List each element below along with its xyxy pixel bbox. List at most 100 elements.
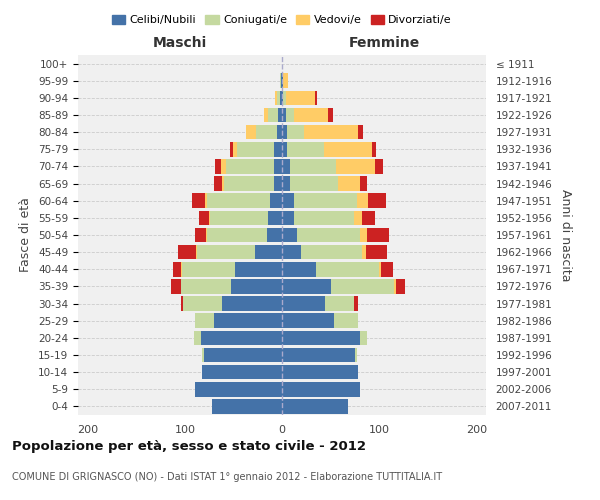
Bar (271, 194, 282, 208)
Bar (197, 245, 255, 260)
Bar (282, 142, 287, 156)
Bar (373, 142, 376, 156)
Bar (283, 74, 288, 88)
Bar (274, 159, 282, 174)
Bar (282, 159, 290, 174)
Bar (238, 142, 274, 156)
Bar (224, 176, 274, 191)
Bar (282, 279, 331, 293)
Bar (282, 314, 334, 328)
Bar (171, 279, 181, 293)
Bar (328, 108, 332, 122)
Bar (230, 142, 233, 156)
Bar (365, 245, 387, 260)
Text: Maschi: Maschi (153, 36, 207, 50)
Bar (277, 125, 282, 140)
Bar (360, 176, 367, 191)
Bar (202, 365, 282, 380)
Bar (202, 330, 282, 345)
Bar (268, 108, 278, 122)
Bar (354, 296, 358, 311)
Bar (280, 90, 282, 105)
Bar (286, 108, 293, 122)
Bar (173, 262, 181, 276)
Bar (194, 330, 202, 345)
Bar (202, 348, 204, 362)
Bar (210, 210, 268, 225)
Bar (286, 90, 315, 105)
Bar (181, 262, 182, 276)
Bar (368, 194, 386, 208)
Bar (183, 296, 222, 311)
Bar (222, 296, 282, 311)
Bar (282, 176, 290, 191)
Bar (324, 142, 373, 156)
Bar (221, 159, 226, 174)
Bar (375, 159, 383, 174)
Bar (255, 245, 282, 260)
Y-axis label: Anni di nascita: Anni di nascita (559, 188, 572, 281)
Bar (282, 90, 283, 105)
Bar (282, 330, 360, 345)
Text: COMUNE DI GRIGNASCO (NO) - Dati ISTAT 1° gennaio 2012 - Elaborazione TUTTITALIA.: COMUNE DI GRIGNASCO (NO) - Dati ISTAT 1°… (12, 472, 442, 482)
Bar (331, 279, 394, 293)
Bar (287, 142, 324, 156)
Bar (282, 365, 358, 380)
Bar (367, 228, 389, 242)
Bar (296, 228, 360, 242)
Bar (182, 262, 235, 276)
Bar (214, 176, 222, 191)
Text: Femmine: Femmine (349, 36, 419, 50)
Bar (205, 194, 207, 208)
Bar (357, 194, 368, 208)
Bar (334, 314, 358, 328)
Bar (263, 108, 268, 122)
Bar (282, 228, 296, 242)
Bar (256, 125, 277, 140)
Bar (214, 314, 282, 328)
Bar (394, 279, 395, 293)
Bar (282, 210, 293, 225)
Bar (282, 382, 360, 396)
Bar (354, 210, 362, 225)
Bar (178, 245, 196, 260)
Bar (194, 382, 282, 396)
Bar (209, 210, 210, 225)
Text: Popolazione per età, sesso e stato civile - 2012: Popolazione per età, sesso e stato civil… (12, 440, 366, 453)
Bar (290, 176, 338, 191)
Bar (194, 314, 214, 328)
Bar (207, 228, 268, 242)
Bar (362, 245, 365, 260)
Bar (235, 262, 282, 276)
Bar (233, 142, 238, 156)
Bar (358, 125, 362, 140)
Bar (360, 228, 367, 242)
Bar (278, 108, 282, 122)
Bar (194, 228, 206, 242)
Bar (199, 210, 209, 225)
Bar (282, 74, 283, 88)
Bar (281, 74, 282, 88)
Bar (215, 159, 221, 174)
Bar (277, 90, 280, 105)
Bar (293, 210, 354, 225)
Bar (181, 296, 183, 311)
Bar (282, 108, 286, 122)
Bar (268, 228, 282, 242)
Bar (316, 262, 379, 276)
Bar (283, 90, 286, 105)
Bar (226, 159, 274, 174)
Bar (204, 348, 282, 362)
Legend: Celibi/Nubili, Coniugati/e, Vedovi/e, Divorziati/e: Celibi/Nubili, Coniugati/e, Vedovi/e, Di… (107, 10, 457, 30)
Bar (282, 348, 355, 362)
Bar (282, 262, 316, 276)
Y-axis label: Fasce di età: Fasce di età (19, 198, 32, 272)
Bar (212, 399, 282, 413)
Bar (282, 245, 301, 260)
Bar (280, 74, 281, 88)
Bar (282, 399, 348, 413)
Bar (338, 176, 360, 191)
Bar (379, 262, 381, 276)
Bar (206, 228, 207, 242)
Bar (395, 279, 406, 293)
